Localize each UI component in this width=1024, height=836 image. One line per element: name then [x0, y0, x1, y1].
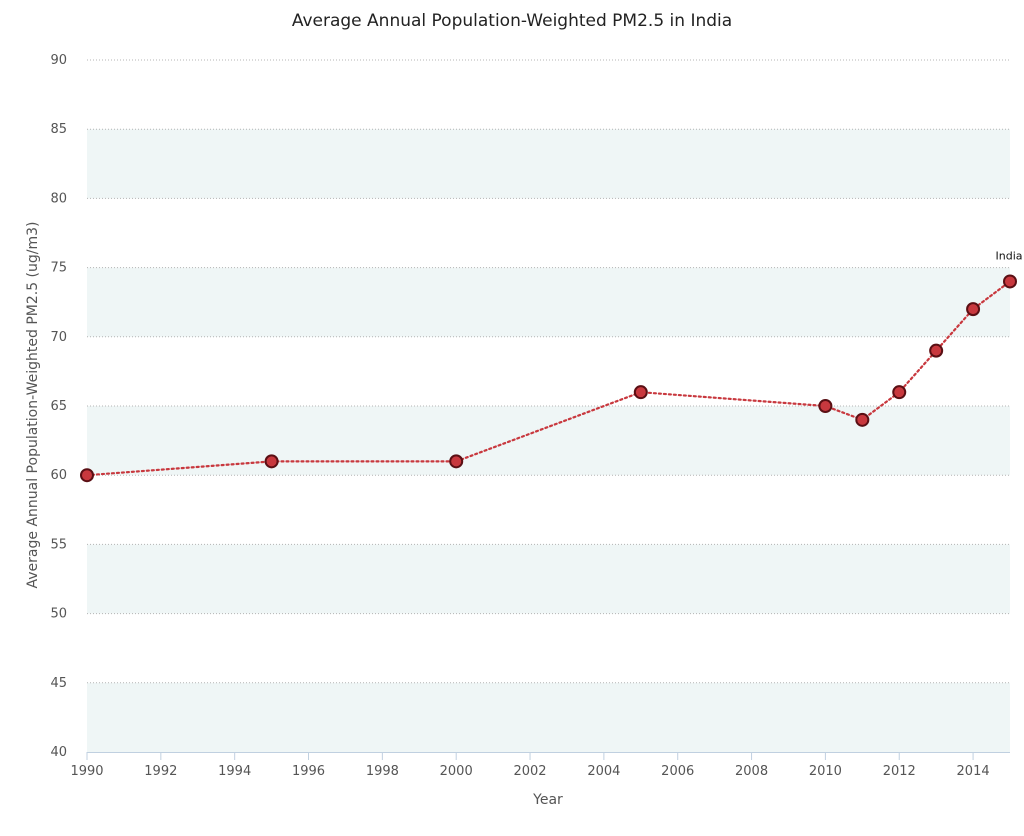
x-tick-label: 1992 [144, 764, 177, 779]
data-point[interactable] [818, 399, 833, 413]
x-tick-label: 2000 [440, 764, 473, 779]
axes: 40 45 50 55 60 65 70 75 80 85 90 1990 1992 1994 1996 19… [50, 53, 1010, 779]
data-point[interactable] [80, 468, 94, 483]
y-tick-label: 40 [50, 745, 67, 760]
x-tick-label: 2002 [513, 764, 546, 779]
series-layer: India [80, 249, 1023, 483]
data-point[interactable] [929, 343, 944, 358]
data-point[interactable] [892, 385, 907, 400]
y-tick-label: 70 [50, 330, 67, 345]
x-tick-label: 2012 [883, 764, 916, 779]
plot-band [87, 682, 1010, 752]
y-tick-label: 45 [50, 676, 67, 691]
data-point[interactable] [855, 412, 870, 427]
y-tick-label: 65 [50, 399, 67, 414]
y-tick-label: 85 [50, 122, 67, 137]
gridlines [87, 59, 1010, 684]
x-tick-label: 2014 [957, 764, 990, 779]
y-tick-label: 90 [50, 53, 67, 68]
plot-band [87, 544, 1010, 614]
chart-title: Average Annual Population-Weighted PM2.5… [292, 11, 732, 31]
x-tick-label: 1998 [366, 764, 399, 779]
x-tick-label: 2006 [661, 764, 694, 779]
x-tick-label: 2010 [809, 764, 842, 779]
y-tick-label: 75 [50, 261, 67, 276]
x-tick-label: 1990 [70, 764, 103, 779]
x-tick-label: 2008 [735, 764, 768, 779]
plot-band [87, 406, 1010, 476]
series-label: India [996, 249, 1023, 262]
plot-bands [87, 129, 1010, 752]
y-axis-title: Average Annual Population-Weighted PM2.5… [25, 221, 41, 588]
y-tick-label: 60 [50, 468, 67, 483]
data-point[interactable] [633, 385, 648, 400]
x-tick-label: 2004 [587, 764, 620, 779]
y-tick-label: 80 [50, 191, 67, 206]
x-tick-label: 1996 [292, 764, 325, 779]
series-line [85, 280, 1012, 477]
plot-band [87, 267, 1010, 337]
data-point[interactable] [1003, 274, 1017, 289]
data-point[interactable] [449, 454, 464, 469]
data-point[interactable] [966, 302, 981, 317]
y-tick-label: 55 [50, 537, 67, 552]
x-tick-label: 1994 [218, 764, 251, 779]
y-tick-label: 50 [50, 607, 67, 622]
data-point[interactable] [264, 454, 279, 469]
labels: Average Annual Population-Weighted PM2.5… [25, 11, 732, 808]
plot-band [87, 129, 1010, 199]
x-axis-title: Year [532, 792, 563, 808]
series-india: India [80, 249, 1023, 483]
